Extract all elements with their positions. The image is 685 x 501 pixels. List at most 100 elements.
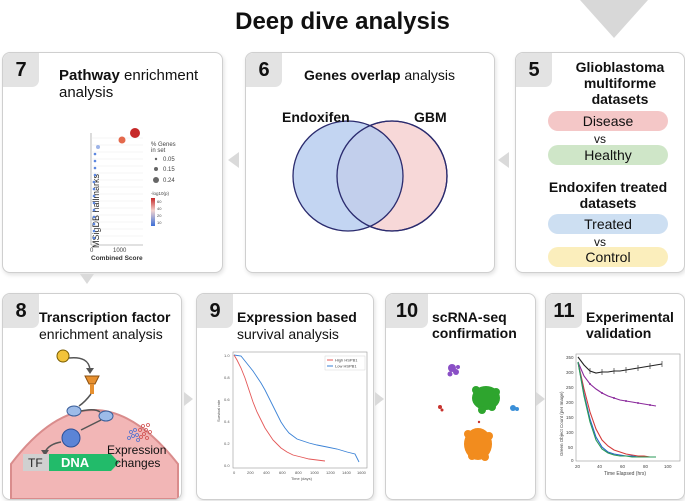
tf-protein	[61, 428, 81, 448]
flow-arrow	[536, 392, 545, 406]
svg-text:0.05: 0.05	[163, 157, 175, 163]
svg-text:200: 200	[566, 400, 574, 405]
svg-text:350: 350	[566, 355, 574, 360]
legend-high: High HSPB1	[335, 358, 358, 363]
svg-text:100: 100	[664, 464, 672, 469]
svg-text:0.8: 0.8	[224, 375, 230, 380]
x-tick: 0	[90, 248, 94, 254]
svg-text:0.24: 0.24	[163, 178, 175, 184]
step-number: 5	[516, 53, 552, 87]
pill-disease: Disease	[548, 111, 668, 131]
cluster-orange	[464, 428, 493, 461]
card-tf-enrichment: 8 Transcription factor enrichment analysi…	[2, 293, 182, 500]
cluster-green	[472, 386, 500, 414]
svg-text:200: 200	[247, 470, 254, 475]
legend-size-title: % Genes	[151, 142, 176, 148]
svg-text:0.15: 0.15	[163, 167, 175, 173]
y-axis-label: Green Object Count (per Image)	[559, 391, 564, 456]
flow-arrow	[80, 274, 94, 284]
umap-plot	[438, 364, 519, 461]
flow-arrow	[498, 152, 509, 168]
series-high	[233, 354, 326, 462]
validation-plot: 350 300 250 200 150 100 50 0 20 40 60 80…	[559, 353, 681, 477]
x-tick: 1000	[113, 248, 127, 254]
card-title: Expression based survival analysis	[237, 309, 357, 342]
dna-arrow	[49, 454, 119, 471]
svg-text:50: 50	[568, 445, 574, 450]
svg-text:150: 150	[566, 415, 574, 420]
svg-text:0: 0	[571, 458, 574, 463]
svg-text:0.6: 0.6	[224, 397, 230, 402]
svg-text:1400: 1400	[342, 470, 352, 475]
cluster-purple	[447, 364, 460, 377]
card-title-endoxifen: Endoxifen treated datasets	[548, 179, 668, 211]
expression-label: Expression	[107, 443, 166, 457]
venn-set-endoxifen	[292, 120, 404, 232]
flow-arrow	[375, 392, 384, 406]
legend-size-sub: in set	[151, 148, 166, 154]
svg-text:0.0: 0.0	[224, 463, 230, 468]
svg-text:300: 300	[566, 370, 574, 375]
svg-text:1.0: 1.0	[224, 353, 230, 358]
card-genes-overlap: 6 Genes overlap analysis Endoxifen GBM	[245, 52, 495, 273]
changes-label: changes	[115, 456, 160, 470]
svg-text:60: 60	[157, 199, 162, 204]
series-black	[577, 356, 663, 374]
step-number: 9	[197, 294, 233, 328]
svg-text:250: 250	[566, 385, 574, 390]
svg-text:40: 40	[157, 206, 162, 211]
card-title: scRNA-seq confirmation	[432, 309, 517, 341]
tf-box	[23, 454, 49, 471]
survival-plot: 1.0 0.8 0.6 0.4 0.2 0.0 0 200 400 600 80…	[216, 351, 368, 481]
svg-text:80: 80	[643, 464, 649, 469]
x-axis-label: Time (days)	[291, 476, 313, 481]
flow-arrow	[228, 152, 239, 168]
page-title: Deep dive analysis	[235, 8, 450, 35]
venn-label-gbm: GBM	[414, 109, 447, 125]
tf-label: TF	[28, 456, 43, 470]
svg-text:1000: 1000	[310, 470, 320, 475]
y-axis-label: Survival rate	[216, 399, 221, 422]
pill-healthy: Healthy	[548, 145, 668, 165]
card-title: Genes overlap analysis	[304, 67, 455, 83]
step-number: 11	[546, 294, 582, 328]
svg-text:600: 600	[279, 470, 286, 475]
svg-text:0: 0	[233, 470, 236, 475]
card-datasets: 5 Glioblastoma multiforme datasets Disea…	[515, 52, 685, 273]
card-survival-analysis: 9 Expression based survival analysis 1.0 …	[196, 293, 374, 500]
series-green	[577, 361, 656, 458]
venn-label-endoxifen: Endoxifen	[282, 109, 350, 125]
svg-text:10: 10	[157, 220, 162, 225]
pathway-dot-plot: MSigDB hallmarks 0 1000 Combined Score %…	[90, 128, 176, 262]
svg-text:0.4: 0.4	[224, 419, 230, 424]
svg-text:20: 20	[157, 213, 162, 218]
series-low	[233, 354, 360, 463]
cluster-blue	[510, 405, 519, 411]
top-arrow	[580, 0, 648, 38]
legend-color-title: -log10(p)	[151, 191, 170, 196]
venn-diagram: Endoxifen GBM	[282, 109, 448, 232]
card-title: Experimental validation	[586, 309, 674, 341]
card-scrna-seq: 10 scRNA-seq confirmation	[385, 293, 536, 500]
flow-arrow	[184, 392, 193, 406]
pill-treated: Treated	[548, 214, 668, 234]
ligand-icon	[56, 349, 70, 363]
svg-text:40: 40	[597, 464, 603, 469]
x-axis-label: Combined Score	[91, 255, 143, 262]
dna-label: DNA	[61, 455, 90, 470]
series-red	[577, 361, 656, 458]
svg-text:1200: 1200	[326, 470, 336, 475]
svg-text:1600: 1600	[357, 470, 367, 475]
vs-label: vs	[594, 235, 606, 249]
pill-control: Control	[548, 247, 668, 267]
x-axis-label: Time Elapsed (hrs)	[604, 471, 646, 477]
expression-dots	[127, 423, 152, 442]
y-axis-label: MSigDB hallmarks	[91, 173, 101, 248]
svg-text:60: 60	[620, 464, 626, 469]
svg-text:20: 20	[575, 464, 581, 469]
signal-protein	[66, 405, 82, 417]
svg-text:400: 400	[263, 470, 270, 475]
card-title: Pathway enrichment analysis	[59, 67, 199, 101]
signal-protein	[98, 410, 114, 422]
step-number: 7	[3, 53, 39, 87]
